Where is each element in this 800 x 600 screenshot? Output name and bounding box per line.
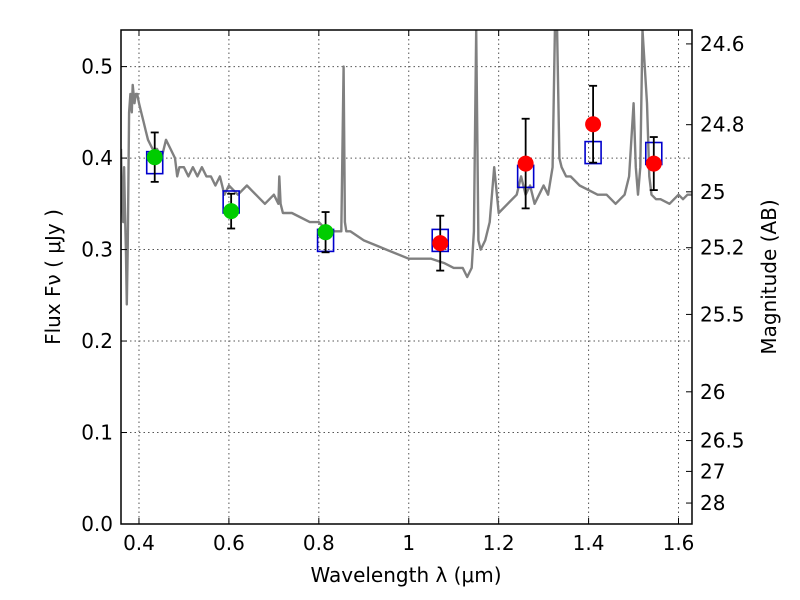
x-tick-label: 1.4 — [573, 531, 605, 555]
photometry-point — [223, 203, 240, 220]
right-axis-tick-label: 27 — [700, 459, 725, 483]
y-tick-label: 0.3 — [81, 238, 113, 262]
x-axis-label: Wavelength λ (μm) — [310, 563, 501, 587]
photometry-point — [645, 155, 662, 172]
axis-ticks: 0.4 0.6 0.8 1 1.2 1.4 1.6 0.0 0.1 0.2 0.3 0.4 0.5 24.… — [81, 30, 745, 555]
photometry-point — [146, 149, 163, 166]
model-spectrum-line — [121, 30, 692, 306]
photometry-point — [432, 235, 449, 252]
x-tick-label: 0.4 — [123, 531, 155, 555]
right-axis-tick-label: 28 — [700, 491, 725, 515]
right-axis-tick-label: 26 — [700, 380, 725, 404]
x-tick-label: 1 — [402, 531, 415, 555]
y-tick-label: 0.0 — [81, 512, 113, 536]
right-axis-tick-label: 24.6 — [700, 32, 745, 56]
right-axis-tick-label: 25.2 — [700, 236, 745, 260]
right-axis-label: Magnitude (AB) — [757, 199, 781, 354]
x-tick-label: 0.8 — [303, 531, 335, 555]
y-axis-label: Flux Fν ( μJy ) — [41, 209, 65, 345]
y-tick-label: 0.5 — [81, 55, 113, 79]
right-axis-tick-label: 25.5 — [700, 302, 745, 326]
plot-content — [121, 30, 692, 306]
x-tick-label: 1.2 — [483, 531, 515, 555]
photometry-point — [317, 224, 334, 241]
plot-area — [121, 30, 692, 306]
y-tick-label: 0.4 — [81, 146, 113, 170]
right-axis-tick-label: 26.5 — [700, 429, 745, 453]
x-tick-label: 0.6 — [213, 531, 245, 555]
x-tick-label: 1.6 — [663, 531, 695, 555]
y-tick-label: 0.2 — [81, 329, 113, 353]
grid-lines — [121, 30, 692, 524]
y-tick-label: 0.1 — [81, 421, 113, 445]
right-axis-tick-label: 24.8 — [700, 113, 745, 137]
photometry-point — [517, 155, 534, 172]
photometry-point — [585, 116, 602, 133]
plot-frame — [120, 29, 693, 525]
right-axis-tick-label: 25 — [700, 180, 725, 204]
